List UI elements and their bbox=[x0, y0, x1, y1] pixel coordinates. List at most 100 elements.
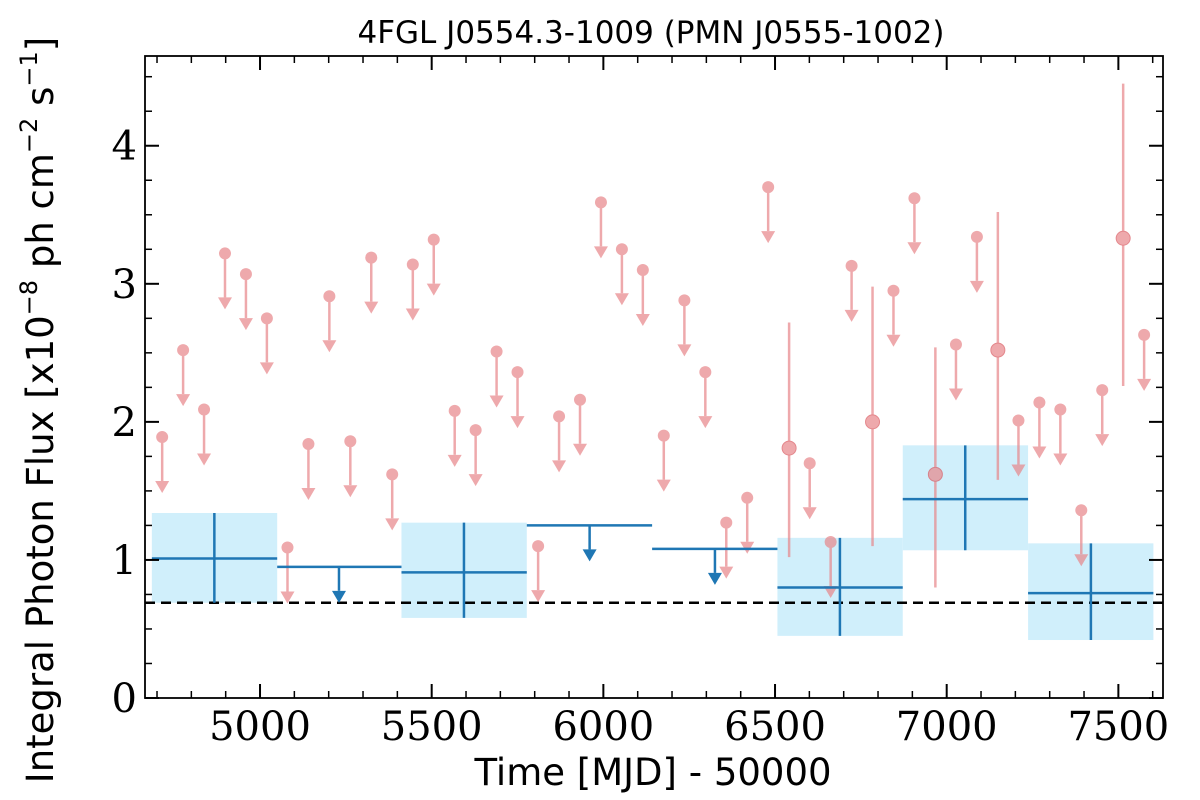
monthly-upper-limit-15 bbox=[468, 424, 483, 487]
monthly-ul-arrow-37 bbox=[1011, 464, 1026, 477]
monthly-upper-limit-28 bbox=[740, 491, 755, 554]
monthly-ul-arrow-18 bbox=[531, 590, 546, 603]
axes: 5000 5500 6000 6500 7000 7500 0 1 2 3 4 bbox=[112, 55, 1169, 750]
monthly-ul-arrow-38 bbox=[1032, 446, 1047, 459]
monthly-upper-limit-4 bbox=[238, 268, 253, 331]
monthly-ul-arrow-1 bbox=[176, 394, 191, 407]
monthly-ul-arrow-35 bbox=[948, 388, 963, 401]
monthly-ul-arrow-17 bbox=[510, 416, 525, 429]
y-axis-label-exp2: −2 bbox=[15, 118, 43, 153]
monthly-detection-1 bbox=[865, 286, 881, 547]
monthly-ul-marker-28 bbox=[741, 491, 754, 504]
monthly-upper-limit-19 bbox=[552, 410, 567, 473]
yearly-upper-limit-1 bbox=[526, 524, 653, 562]
monthly-ul-marker-34 bbox=[908, 192, 921, 205]
y-tick-label-1: 1 bbox=[112, 538, 137, 584]
monthly-upper-limit-26 bbox=[698, 366, 713, 429]
x-tick-label-1: 5500 bbox=[381, 704, 483, 750]
monthly-det-marker-3 bbox=[990, 342, 1006, 358]
y-axis-label-mid: ph cm bbox=[19, 153, 62, 280]
monthly-ul-marker-19 bbox=[553, 410, 566, 423]
monthly-upper-limit-40 bbox=[1074, 504, 1089, 567]
x-tick-label-5: 7500 bbox=[1067, 704, 1169, 750]
monthly-ul-marker-24 bbox=[657, 429, 670, 442]
monthly-upper-limit-7 bbox=[301, 437, 316, 500]
monthly-upper-limit-12 bbox=[405, 258, 420, 321]
monthly-ul-arrow-22 bbox=[614, 293, 629, 306]
monthly-upper-limit-37 bbox=[1011, 414, 1026, 477]
monthly-upper-limit-10 bbox=[364, 251, 379, 314]
monthly-ul-marker-3 bbox=[218, 247, 231, 260]
monthly-ul-arrow-32 bbox=[844, 309, 859, 322]
monthly-ul-arrow-3 bbox=[217, 297, 232, 310]
monthly-ul-marker-38 bbox=[1033, 396, 1046, 409]
monthly-ul-arrow-8 bbox=[322, 340, 337, 353]
yearly-upper-limit-2 bbox=[652, 547, 778, 585]
x-tick-label-2: 6000 bbox=[552, 704, 654, 750]
monthly-ul-marker-1 bbox=[177, 344, 190, 357]
monthly-upper-limit-18 bbox=[531, 540, 546, 603]
monthly-ul-arrow-21 bbox=[593, 246, 608, 259]
monthly-upper-limit-35 bbox=[948, 338, 963, 401]
monthly-ul-marker-6 bbox=[281, 541, 294, 554]
monthly-ul-arrow-12 bbox=[405, 308, 420, 321]
monthly-ul-marker-2 bbox=[198, 403, 211, 416]
monthly-detection-3 bbox=[990, 212, 1006, 480]
monthly-det-marker-4 bbox=[1115, 230, 1131, 246]
y-axis-label-main: Integral Photon Flux [x10 bbox=[19, 315, 62, 783]
monthly-upper-limit-3 bbox=[217, 247, 232, 310]
yearly-upper-limit-0 bbox=[277, 565, 402, 603]
monthly-upper-limit-13 bbox=[426, 233, 441, 296]
monthly-ul-marker-23 bbox=[636, 264, 649, 276]
monthly-ul-marker-18 bbox=[532, 540, 545, 553]
monthly-ul-marker-11 bbox=[386, 468, 399, 481]
monthly-ul-marker-40 bbox=[1075, 504, 1088, 517]
monthly-upper-limit-20 bbox=[573, 393, 588, 456]
monthly-ul-arrow-2 bbox=[197, 453, 212, 466]
monthly-ul-arrow-11 bbox=[385, 518, 400, 531]
yearly-ul-arrow-1 bbox=[582, 549, 597, 562]
y-axis-label-s: s bbox=[19, 87, 62, 118]
monthly-ul-marker-4 bbox=[239, 268, 252, 281]
monthly-upper-limit-11 bbox=[385, 468, 400, 531]
monthly-ul-marker-41 bbox=[1096, 384, 1109, 397]
monthly-ul-marker-31 bbox=[824, 535, 837, 548]
monthly-upper-limit-5 bbox=[259, 312, 274, 375]
monthly-ul-marker-8 bbox=[323, 290, 336, 303]
monthly-upper-limit-41 bbox=[1095, 384, 1110, 447]
monthly-upper-limit-36 bbox=[969, 230, 984, 293]
yearly-ul-arrow-2 bbox=[707, 572, 722, 585]
monthly-det-marker-2 bbox=[927, 466, 943, 482]
y-tick-label-3: 3 bbox=[112, 262, 137, 308]
monthly-upper-limit-42 bbox=[1137, 328, 1152, 391]
yearly-point-4 bbox=[1028, 543, 1154, 641]
monthly-ul-marker-25 bbox=[678, 294, 691, 307]
monthly-ul-arrow-15 bbox=[468, 474, 483, 487]
y-axis-label-exp3: −1 bbox=[15, 51, 43, 86]
monthly-detection-4 bbox=[1115, 83, 1131, 386]
monthly-upper-limit-17 bbox=[510, 366, 525, 429]
plot-frame bbox=[144, 55, 1164, 699]
yearly-ul-arrow-0 bbox=[331, 590, 346, 603]
monthly-ul-marker-36 bbox=[970, 230, 983, 243]
monthly-ul-marker-9 bbox=[344, 435, 357, 448]
monthly-upper-limit-31 bbox=[823, 535, 838, 598]
yearly-point-0 bbox=[151, 512, 278, 603]
monthly-upper-limit-29 bbox=[761, 181, 776, 244]
monthly-ul-arrow-30 bbox=[802, 507, 817, 520]
monthly-ul-marker-39 bbox=[1054, 403, 1067, 416]
monthly-ul-arrow-26 bbox=[698, 416, 713, 429]
monthly-ul-marker-42 bbox=[1138, 328, 1151, 341]
monthly-ul-arrow-27 bbox=[719, 566, 734, 579]
monthly-upper-limit-21 bbox=[593, 196, 608, 259]
x-tick-label-0: 5000 bbox=[209, 704, 311, 750]
monthly-ul-marker-16 bbox=[490, 345, 503, 358]
monthly-ul-marker-27 bbox=[720, 516, 733, 529]
monthly-ul-marker-33 bbox=[887, 284, 900, 297]
monthly-ul-marker-5 bbox=[260, 312, 273, 325]
monthly-ul-arrow-31 bbox=[823, 585, 838, 598]
y-axis-label-end: ] bbox=[19, 37, 62, 51]
monthly-ul-marker-32 bbox=[845, 259, 858, 272]
monthly-upper-limit-16 bbox=[489, 345, 504, 408]
monthly-ul-arrow-5 bbox=[259, 362, 274, 375]
